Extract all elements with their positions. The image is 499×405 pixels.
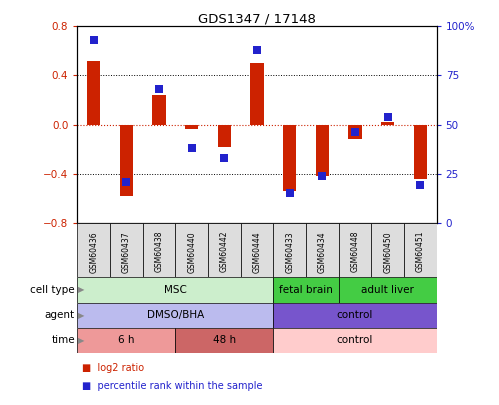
Title: GDS1347 / 17148: GDS1347 / 17148 [198, 12, 316, 25]
Text: GSM60434: GSM60434 [318, 231, 327, 273]
FancyBboxPatch shape [339, 223, 371, 277]
FancyBboxPatch shape [306, 223, 339, 277]
Point [351, 129, 359, 136]
FancyBboxPatch shape [371, 223, 404, 277]
Point [155, 86, 163, 92]
Bar [316, 125, 329, 176]
Text: GSM60433: GSM60433 [285, 231, 294, 273]
Text: time: time [51, 335, 75, 345]
Bar [348, 125, 361, 139]
FancyBboxPatch shape [273, 303, 437, 328]
Point [384, 113, 392, 120]
Text: 6 h: 6 h [118, 335, 135, 345]
Text: adult liver: adult liver [361, 285, 414, 295]
Text: ■  percentile rank within the sample: ■ percentile rank within the sample [82, 381, 263, 391]
Text: control: control [337, 335, 373, 345]
Text: control: control [337, 310, 373, 320]
FancyBboxPatch shape [208, 223, 241, 277]
FancyBboxPatch shape [404, 223, 437, 277]
Text: fetal brain: fetal brain [279, 285, 333, 295]
FancyBboxPatch shape [77, 223, 110, 277]
FancyBboxPatch shape [175, 328, 273, 353]
Bar [381, 122, 394, 125]
FancyBboxPatch shape [77, 303, 273, 328]
Point [122, 178, 130, 185]
Bar [120, 125, 133, 196]
Text: GSM60448: GSM60448 [350, 231, 359, 273]
Text: GSM60437: GSM60437 [122, 231, 131, 273]
Text: GSM60438: GSM60438 [155, 231, 164, 273]
FancyBboxPatch shape [339, 277, 437, 303]
Bar [218, 125, 231, 147]
FancyBboxPatch shape [273, 277, 339, 303]
Point [90, 37, 98, 43]
Bar [153, 95, 166, 125]
Bar [283, 125, 296, 191]
Text: ▶: ▶ [78, 286, 85, 294]
Bar [87, 61, 100, 125]
Text: GSM60442: GSM60442 [220, 231, 229, 273]
Text: GSM60444: GSM60444 [252, 231, 261, 273]
Point [285, 190, 293, 196]
Text: cell type: cell type [30, 285, 75, 295]
FancyBboxPatch shape [241, 223, 273, 277]
FancyBboxPatch shape [273, 223, 306, 277]
FancyBboxPatch shape [110, 223, 143, 277]
Text: GSM60451: GSM60451 [416, 231, 425, 273]
FancyBboxPatch shape [273, 328, 437, 353]
Point [221, 155, 229, 161]
Text: GSM60436: GSM60436 [89, 231, 98, 273]
Point [416, 182, 424, 189]
Text: MSC: MSC [164, 285, 187, 295]
Text: GSM60440: GSM60440 [187, 231, 196, 273]
Point [188, 145, 196, 151]
Bar [250, 63, 263, 125]
Bar [414, 125, 427, 179]
FancyBboxPatch shape [175, 223, 208, 277]
Text: ▶: ▶ [78, 311, 85, 320]
Text: DMSO/BHA: DMSO/BHA [147, 310, 204, 320]
Text: GSM60450: GSM60450 [383, 231, 392, 273]
FancyBboxPatch shape [77, 328, 175, 353]
Text: ■  log2 ratio: ■ log2 ratio [82, 363, 144, 373]
Text: agent: agent [45, 310, 75, 320]
Text: ▶: ▶ [78, 336, 85, 345]
FancyBboxPatch shape [77, 277, 273, 303]
Point [318, 173, 326, 179]
FancyBboxPatch shape [143, 223, 175, 277]
Bar [185, 125, 198, 130]
Text: 48 h: 48 h [213, 335, 236, 345]
Point [253, 47, 261, 53]
